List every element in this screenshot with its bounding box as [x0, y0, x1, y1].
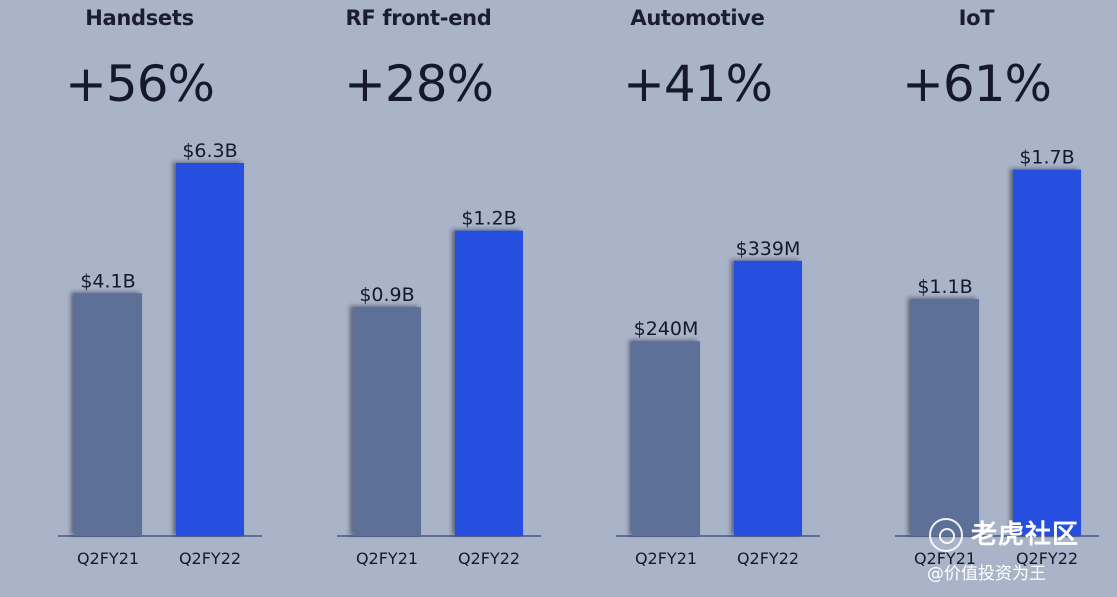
bar-plot: $1.1B Q2FY21 $1.7B Q2FY22	[895, 147, 1099, 568]
growth-percentage: +41%	[622, 55, 773, 113]
bar-q2fy21	[353, 307, 421, 536]
chart-panel-rf-front-end: RF front-end +28% $0.9B Q2FY21 $1.2B Q2FY22	[279, 0, 558, 597]
category-label: Q2FY22	[458, 549, 520, 568]
category-label: Q2FY21	[635, 549, 697, 568]
category-label: Q2FY22	[1016, 549, 1078, 568]
category-label: Q2FY21	[356, 549, 418, 568]
category-label: Q2FY21	[914, 549, 976, 568]
chart-title: IoT	[958, 6, 995, 30]
bar-value-label: $339M	[736, 238, 801, 260]
chart-title: Automotive	[630, 6, 765, 30]
chart-panel-handsets: Handsets +56% $4.1B Q2FY21 $6.3B Q2FY22	[0, 0, 279, 597]
bar-q2fy22	[455, 230, 523, 536]
bar-q2fy21	[74, 293, 142, 536]
bar-plot: $4.1B Q2FY21 $6.3B Q2FY22	[58, 140, 262, 568]
bar-plot: $240M Q2FY21 $339M Q2FY22	[616, 238, 820, 568]
bar-plot: $0.9B Q2FY21 $1.2B Q2FY22	[337, 208, 541, 568]
tiger-community-logo-icon	[929, 518, 963, 552]
category-label: Q2FY22	[179, 549, 241, 568]
chart-title: Handsets	[85, 6, 194, 30]
chart-panel-iot: IoT +61% $1.1B Q2FY21 $1.7B Q2FY22	[837, 0, 1116, 597]
growth-percentage: +56%	[64, 55, 215, 113]
bar-q2fy22	[734, 260, 802, 536]
watermark-main-text: 老虎社区	[971, 520, 1080, 550]
watermark-sub-text: @价值投资为王	[927, 564, 1046, 584]
category-label: Q2FY21	[77, 549, 139, 568]
bar-value-label: $1.1B	[917, 276, 972, 298]
bar-q2fy21	[632, 341, 700, 536]
bar-value-label: $4.1B	[80, 270, 135, 292]
bar-q2fy22	[176, 163, 244, 536]
bar-value-label: $6.3B	[182, 140, 237, 162]
bar-q2fy22	[1013, 169, 1081, 536]
bar-value-label: $240M	[634, 318, 699, 340]
bar-value-label: $0.9B	[359, 284, 414, 306]
bar-value-label: $1.7B	[1019, 147, 1074, 169]
growth-percentage: +61%	[901, 55, 1052, 113]
growth-percentage: +28%	[343, 55, 494, 113]
chart-title: RF front-end	[345, 6, 492, 30]
category-label: Q2FY22	[737, 549, 799, 568]
chart-panel-automotive: Automotive +41% $240M Q2FY21 $339M Q2FY22	[558, 0, 837, 597]
bar-value-label: $1.2B	[461, 208, 516, 230]
bar-q2fy21	[911, 298, 979, 536]
watermark: 老虎社区 @价值投资为王	[927, 512, 1097, 587]
